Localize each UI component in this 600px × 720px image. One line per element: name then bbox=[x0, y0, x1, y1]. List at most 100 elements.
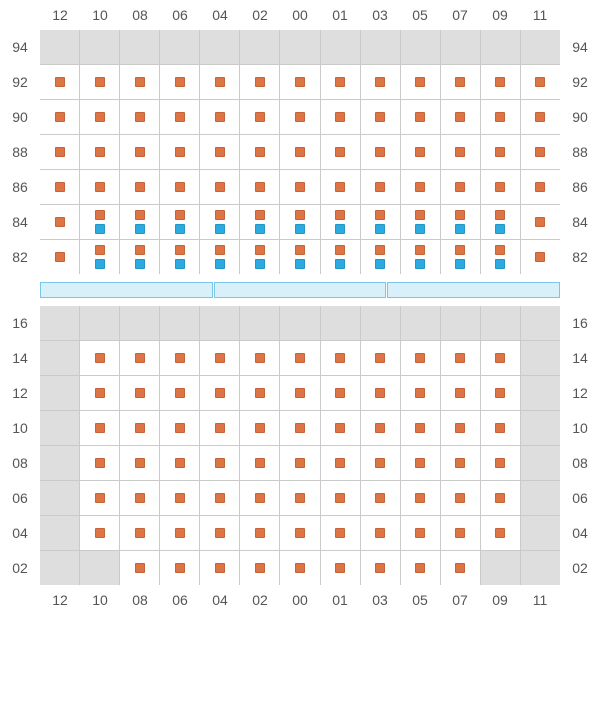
seat-cell[interactable] bbox=[401, 376, 440, 410]
seat-cell[interactable] bbox=[40, 135, 79, 169]
seat-cell[interactable] bbox=[361, 376, 400, 410]
seat-cell[interactable] bbox=[441, 135, 480, 169]
seat-cell[interactable] bbox=[240, 100, 279, 134]
seat-cell[interactable] bbox=[160, 170, 199, 204]
seat-cell[interactable] bbox=[200, 446, 239, 480]
seat-cell[interactable] bbox=[481, 205, 520, 239]
seat-cell[interactable] bbox=[160, 100, 199, 134]
seat-cell[interactable] bbox=[361, 516, 400, 550]
seat-cell[interactable] bbox=[441, 516, 480, 550]
seat-cell[interactable] bbox=[521, 205, 560, 239]
seat-cell[interactable] bbox=[240, 551, 279, 585]
seat-cell[interactable] bbox=[40, 205, 79, 239]
seat-cell[interactable] bbox=[160, 376, 199, 410]
seat-cell[interactable] bbox=[80, 341, 119, 375]
seat-cell[interactable] bbox=[321, 135, 360, 169]
seat-cell[interactable] bbox=[401, 551, 440, 585]
seat-cell[interactable] bbox=[441, 205, 480, 239]
seat-cell[interactable] bbox=[481, 446, 520, 480]
seat-cell[interactable] bbox=[200, 135, 239, 169]
seat-cell[interactable] bbox=[321, 341, 360, 375]
seat-cell[interactable] bbox=[120, 411, 159, 445]
seat-cell[interactable] bbox=[321, 481, 360, 515]
seat-cell[interactable] bbox=[160, 446, 199, 480]
seat-cell[interactable] bbox=[80, 411, 119, 445]
seat-cell[interactable] bbox=[120, 516, 159, 550]
seat-cell[interactable] bbox=[441, 100, 480, 134]
seat-cell[interactable] bbox=[200, 481, 239, 515]
seat-cell[interactable] bbox=[200, 100, 239, 134]
seat-cell[interactable] bbox=[120, 551, 159, 585]
seat-cell[interactable] bbox=[240, 341, 279, 375]
seat-cell[interactable] bbox=[441, 65, 480, 99]
seat-cell[interactable] bbox=[401, 205, 440, 239]
seat-cell[interactable] bbox=[321, 551, 360, 585]
seat-cell[interactable] bbox=[481, 170, 520, 204]
seat-cell[interactable] bbox=[401, 341, 440, 375]
seat-cell[interactable] bbox=[321, 446, 360, 480]
seat-cell[interactable] bbox=[280, 240, 319, 274]
seat-cell[interactable] bbox=[80, 170, 119, 204]
seat-cell[interactable] bbox=[280, 376, 319, 410]
seat-cell[interactable] bbox=[361, 411, 400, 445]
seat-cell[interactable] bbox=[120, 341, 159, 375]
seat-cell[interactable] bbox=[321, 240, 360, 274]
seat-cell[interactable] bbox=[521, 100, 560, 134]
seat-cell[interactable] bbox=[401, 135, 440, 169]
seat-cell[interactable] bbox=[280, 341, 319, 375]
seat-cell[interactable] bbox=[441, 481, 480, 515]
seat-cell[interactable] bbox=[321, 516, 360, 550]
seat-cell[interactable] bbox=[200, 411, 239, 445]
seat-cell[interactable] bbox=[321, 170, 360, 204]
seat-cell[interactable] bbox=[160, 481, 199, 515]
seat-cell[interactable] bbox=[481, 135, 520, 169]
seat-cell[interactable] bbox=[160, 551, 199, 585]
seat-cell[interactable] bbox=[120, 376, 159, 410]
seat-cell[interactable] bbox=[200, 205, 239, 239]
seat-cell[interactable] bbox=[120, 481, 159, 515]
seat-cell[interactable] bbox=[361, 205, 400, 239]
seat-cell[interactable] bbox=[401, 481, 440, 515]
seat-cell[interactable] bbox=[160, 240, 199, 274]
seat-cell[interactable] bbox=[280, 100, 319, 134]
seat-cell[interactable] bbox=[401, 446, 440, 480]
seat-cell[interactable] bbox=[240, 205, 279, 239]
seat-cell[interactable] bbox=[361, 446, 400, 480]
seat-cell[interactable] bbox=[481, 100, 520, 134]
seat-cell[interactable] bbox=[80, 376, 119, 410]
seat-cell[interactable] bbox=[280, 551, 319, 585]
seat-cell[interactable] bbox=[521, 65, 560, 99]
seat-cell[interactable] bbox=[200, 65, 239, 99]
seat-cell[interactable] bbox=[481, 411, 520, 445]
seat-cell[interactable] bbox=[401, 516, 440, 550]
seat-cell[interactable] bbox=[441, 411, 480, 445]
seat-cell[interactable] bbox=[401, 170, 440, 204]
seat-cell[interactable] bbox=[321, 376, 360, 410]
seat-cell[interactable] bbox=[80, 205, 119, 239]
seat-cell[interactable] bbox=[40, 170, 79, 204]
seat-cell[interactable] bbox=[80, 135, 119, 169]
seat-cell[interactable] bbox=[481, 65, 520, 99]
seat-cell[interactable] bbox=[321, 411, 360, 445]
seat-cell[interactable] bbox=[481, 341, 520, 375]
seat-cell[interactable] bbox=[240, 65, 279, 99]
seat-cell[interactable] bbox=[160, 205, 199, 239]
seat-cell[interactable] bbox=[401, 65, 440, 99]
seat-cell[interactable] bbox=[200, 240, 239, 274]
seat-cell[interactable] bbox=[40, 100, 79, 134]
seat-cell[interactable] bbox=[160, 516, 199, 550]
seat-cell[interactable] bbox=[200, 516, 239, 550]
seat-cell[interactable] bbox=[120, 205, 159, 239]
seat-cell[interactable] bbox=[280, 65, 319, 99]
seat-cell[interactable] bbox=[521, 170, 560, 204]
seat-cell[interactable] bbox=[200, 551, 239, 585]
seat-cell[interactable] bbox=[120, 446, 159, 480]
seat-cell[interactable] bbox=[40, 240, 79, 274]
seat-cell[interactable] bbox=[80, 65, 119, 99]
seat-cell[interactable] bbox=[441, 551, 480, 585]
seat-cell[interactable] bbox=[521, 240, 560, 274]
seat-cell[interactable] bbox=[280, 135, 319, 169]
seat-cell[interactable] bbox=[361, 65, 400, 99]
seat-cell[interactable] bbox=[160, 135, 199, 169]
seat-cell[interactable] bbox=[321, 205, 360, 239]
